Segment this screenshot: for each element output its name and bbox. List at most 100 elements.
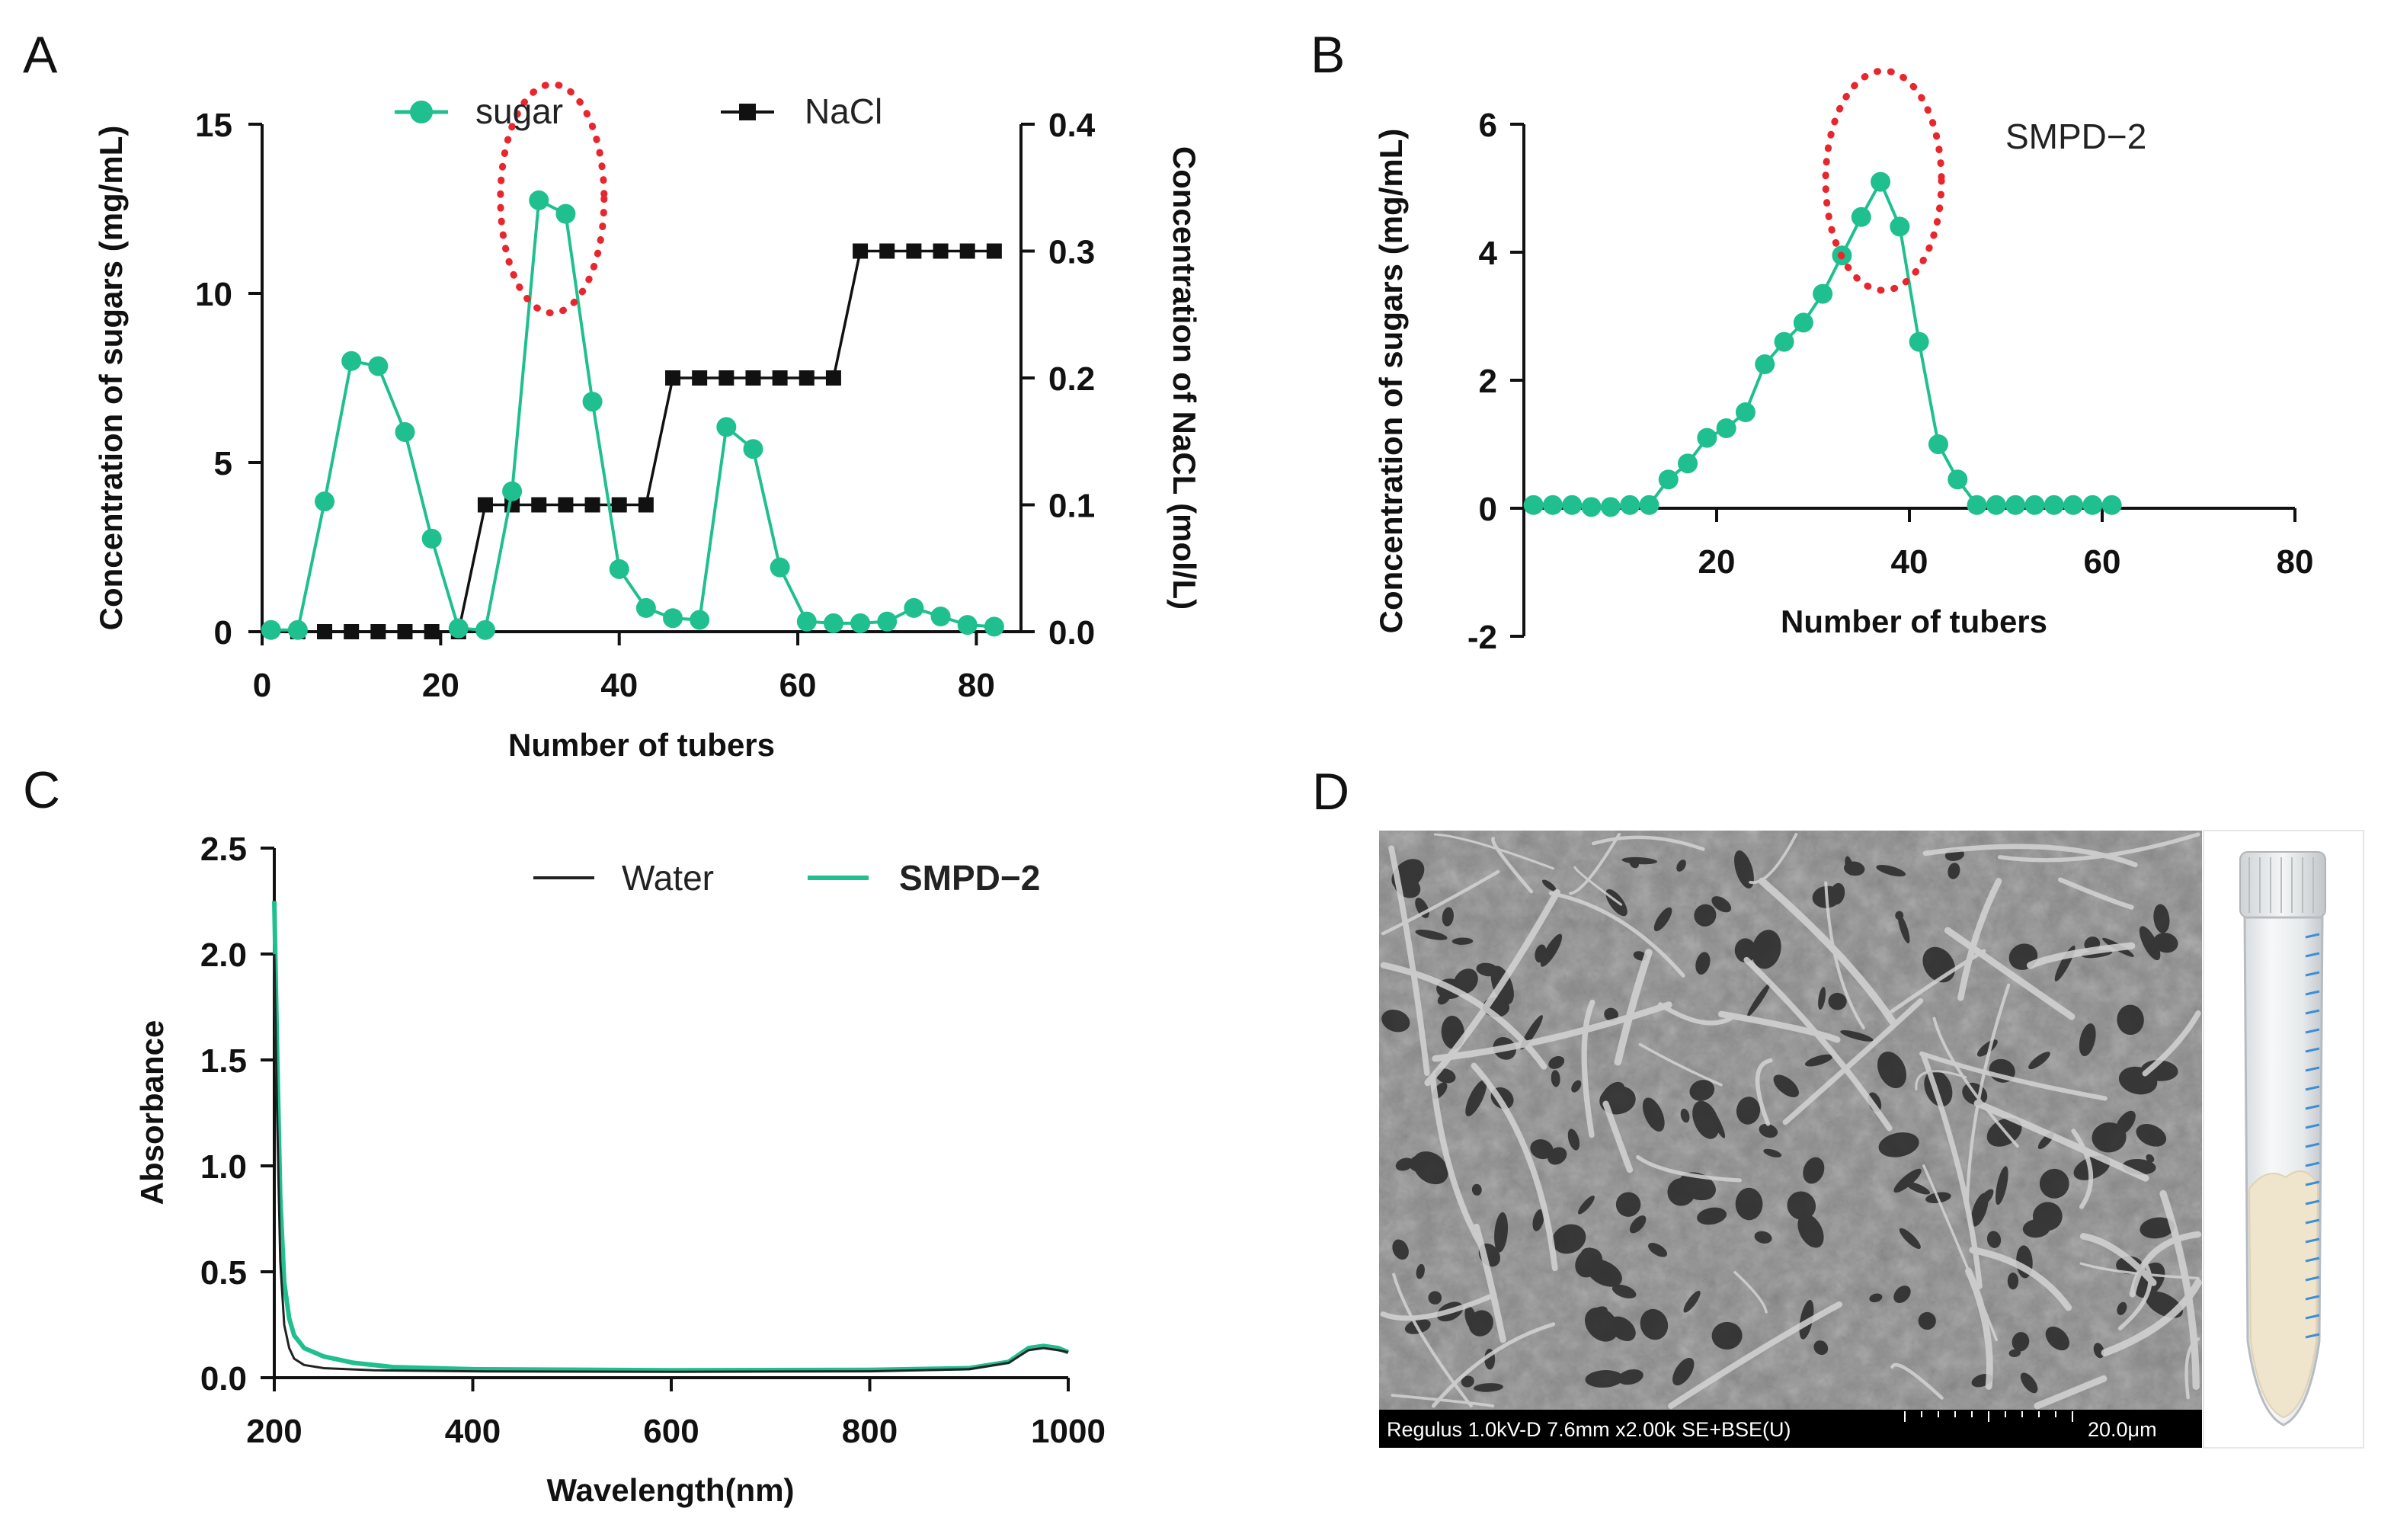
sem-pore (1773, 1074, 1800, 1098)
tube-graduation (2305, 1218, 2320, 1225)
sem-pore (1893, 1285, 1911, 1304)
sugar-point (529, 190, 549, 210)
tube-graduation (2305, 1104, 2320, 1110)
sem-pore (1828, 992, 1847, 1010)
sugar-point (448, 618, 469, 639)
sem-pore (2039, 1168, 2069, 1199)
chart-b-y-tick-label: 4 (1479, 235, 1498, 272)
sem-fiber (1429, 1076, 1485, 1249)
sem-pore (2032, 1202, 2063, 1231)
sem-pore (1734, 938, 1756, 963)
series-smpd2-absorbance (272, 901, 1070, 1373)
panel-letter-b: B (1311, 26, 1345, 84)
chart-a-y-tick-label: 0 (214, 614, 232, 652)
chart-c-y-tick-label: 2.5 (200, 831, 247, 868)
tube-graduation (2305, 1028, 2320, 1034)
tube-graduation (2305, 1257, 2320, 1263)
chart-c-x-tick-label: 400 (445, 1413, 501, 1450)
nacl-point (772, 370, 788, 386)
chart-b-y-tick-label: -2 (1467, 619, 1497, 656)
sugar-point (609, 559, 629, 579)
sem-fiber (2117, 1263, 2152, 1330)
sugar-point (770, 557, 790, 578)
chart-a-y-title: Concentration of sugars (mg/mL) (93, 126, 129, 631)
smpd2-point (2024, 495, 2045, 515)
sem-pore (1476, 962, 1499, 977)
sem-pore (2146, 1154, 2155, 1163)
sem-pore (1918, 1311, 1936, 1330)
legend-sugar-label: sugar (475, 91, 563, 131)
smpd2-point (1851, 207, 1871, 227)
smpd2-point (1909, 331, 1929, 352)
sem-pore (1551, 1070, 1560, 1087)
sem-pore (1392, 1239, 1409, 1260)
sem-fiber (1602, 1100, 1634, 1173)
nacl-point (344, 624, 360, 639)
nacl-point (879, 243, 895, 259)
sem-fiber (1922, 1164, 1999, 1342)
sem-pore (1615, 1192, 1641, 1217)
sem-pore (1692, 1100, 1720, 1139)
smpd2-point (1871, 171, 1891, 192)
sem-fiber (2034, 1375, 2108, 1410)
sem-pore (1683, 1290, 1701, 1313)
sem-pore (1453, 969, 1478, 994)
sem-pore (1877, 1052, 1907, 1089)
chart-a-x-title: Number of tubers (508, 727, 775, 763)
tube-graduation (2305, 1047, 2320, 1053)
chart-b-y-title: Concentration of sugars (mg/mL) (1373, 129, 1409, 634)
sem-pore (2008, 1349, 2021, 1357)
nacl-point (611, 497, 627, 513)
sem-pore (1697, 1207, 1727, 1225)
nacl-point (719, 370, 735, 386)
legend-water-label: Water (622, 858, 714, 898)
smpd2-point (1986, 495, 2006, 515)
sem-pore (1818, 987, 1826, 1010)
smpd2-point (1774, 331, 1794, 352)
nacl-point (558, 497, 574, 513)
sem-pore (1571, 1080, 1582, 1093)
sem-pore (1759, 1123, 1778, 1138)
chart-a-x-tick-label: 80 (958, 667, 995, 704)
chart-b-x-title: Number of tubers (1781, 604, 2047, 639)
sem-pore (2020, 1372, 2038, 1394)
sem-fiber (1380, 962, 1547, 1070)
smpd2-point (1620, 495, 1640, 515)
nacl-point (986, 243, 1002, 259)
tube-graduation (2305, 1066, 2320, 1072)
chart-a-y2-tick-label: 0.3 (1048, 234, 1095, 271)
chart-b-highlight-ellipse (1822, 67, 1945, 294)
sugar-point (690, 610, 710, 630)
sem-pore (1905, 1181, 1931, 1195)
tube-powder (2248, 1170, 2319, 1419)
smpd2-point (1890, 216, 1910, 237)
nacl-point (825, 370, 841, 386)
sem-fiber (1614, 949, 1653, 1066)
sugar-point (502, 481, 523, 501)
sem-pore (1575, 1247, 1603, 1278)
sem-pore (1754, 1231, 1772, 1244)
sem-pore (1829, 882, 1845, 905)
panel-d: Regulus 1.0kV-D 7.6mm x2.00k SE+BSE(U) 2… (1379, 830, 2364, 1449)
nacl-point (370, 624, 386, 639)
chart-b-x-tick-label: 60 (2084, 543, 2121, 581)
sem-fiber (1424, 888, 1560, 1087)
sem-pore (1473, 1383, 1503, 1392)
sem-pore (1804, 1054, 1833, 1067)
series-smpd2-line (1533, 178, 2112, 509)
sem-pore (2007, 1273, 2019, 1290)
sem-pore (1548, 1055, 1565, 1069)
smpd2-point (1755, 354, 1775, 374)
smpd2-point (1928, 434, 1948, 454)
sugar-point (421, 528, 442, 549)
tube-graduation (2305, 1314, 2320, 1320)
sem-pore (1604, 1007, 1618, 1022)
sem-pore (1899, 1228, 1921, 1249)
sem-pore (1895, 911, 1904, 920)
nacl-point (959, 243, 975, 259)
sem-pore (2140, 1217, 2175, 1239)
sugar-point (582, 392, 603, 412)
sem-fiber (1782, 997, 1924, 1125)
sem-pore (1585, 1370, 1624, 1388)
smpd2-point (1813, 283, 1833, 304)
